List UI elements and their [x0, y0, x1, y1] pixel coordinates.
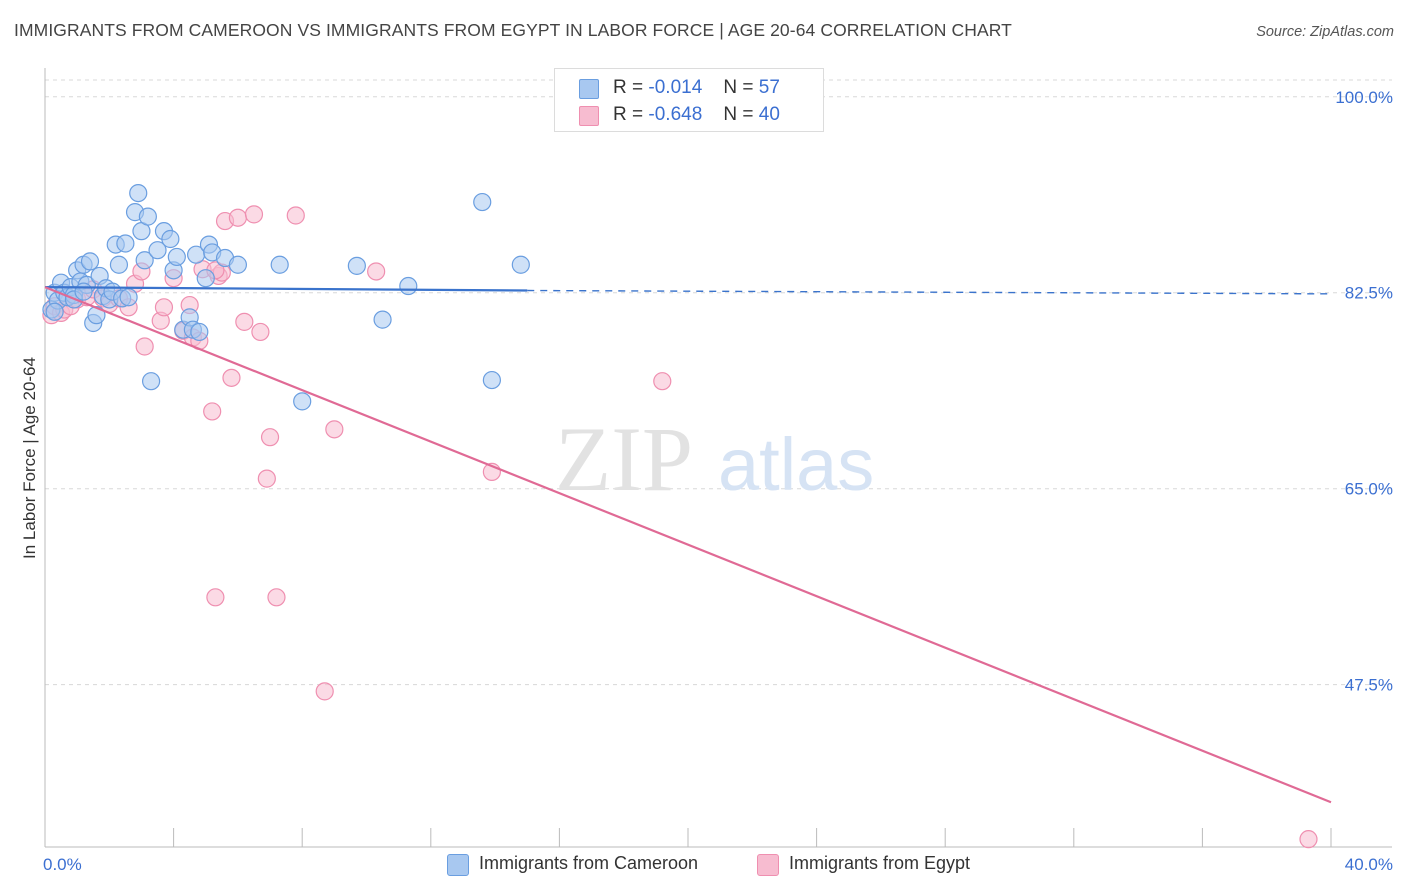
egypt-point: [206, 588, 225, 607]
egypt-point: [260, 428, 280, 447]
cameroon-point: [167, 247, 186, 267]
cameroon-point: [228, 255, 247, 274]
egypt-point: [244, 205, 264, 224]
cameroon-point: [109, 255, 129, 274]
y-tick-label: 82.5%: [1345, 284, 1393, 303]
egypt-points: [42, 205, 1318, 849]
cameroon-point: [141, 372, 161, 391]
egypt-point: [325, 420, 344, 439]
trend-lines: [44, 286, 1332, 804]
cameroon-point: [148, 241, 167, 260]
r-label: R =: [613, 104, 644, 125]
chart-title: IMMIGRANTS FROM CAMEROON VS IMMIGRANTS F…: [14, 20, 1012, 40]
cameroon-point: [293, 392, 312, 411]
cameroon-point: [190, 322, 209, 342]
cameroon-point: [45, 302, 64, 321]
cameroon-point: [399, 276, 418, 296]
egypt-point: [251, 322, 270, 342]
cameroon-trend-extension: [527, 289, 1332, 295]
tick-labels: 100.0% 82.5% 65.0% 47.5% 0.0% 40.0%: [43, 88, 1393, 874]
cameroon-point: [373, 310, 392, 329]
cameroon-point: [473, 192, 492, 212]
egypt-point: [1299, 830, 1318, 849]
n-value: 40: [758, 104, 780, 125]
legend-label-cameroon: Immigrants from Cameroon: [479, 853, 699, 873]
n-label: N =: [723, 77, 754, 98]
egypt-trend-line: [44, 286, 1332, 804]
watermark-zip: ZIP: [555, 408, 693, 510]
legend-text-egypt: R = -0.648 N = 40: [613, 104, 780, 126]
egypt-point: [154, 298, 174, 317]
legend-label-egypt: Immigrants from Egypt: [789, 853, 971, 873]
egypt-point: [286, 206, 305, 225]
cameroon-point: [161, 229, 180, 249]
y-tick-label: 47.5%: [1345, 676, 1393, 695]
cameroon-point: [135, 251, 154, 270]
cameroon-point: [270, 255, 289, 274]
cameroon-point: [116, 234, 135, 253]
egypt-point: [315, 682, 334, 701]
cameroon-legend-swatch: [447, 854, 469, 876]
source-note: Source: ZipAtlas.com: [1256, 24, 1394, 40]
cameroon-point: [138, 207, 157, 226]
egypt-point: [653, 372, 672, 391]
egypt-legend-swatch: [757, 854, 779, 876]
x-tick-label: 0.0%: [43, 855, 82, 874]
gridlines: [45, 79, 1392, 686]
egypt-point: [257, 469, 276, 488]
cameroon-swatch: [579, 79, 599, 99]
egypt-swatch: [579, 106, 599, 126]
egypt-point: [235, 312, 254, 331]
watermark-atlas: atlas: [718, 423, 874, 506]
cameroon-point: [347, 256, 366, 275]
axes: [44, 68, 1392, 848]
r-value: -0.014: [648, 77, 703, 98]
cameroon-points: [42, 183, 530, 411]
egypt-point: [267, 588, 286, 607]
cameroon-point: [80, 252, 100, 271]
correlation-legend: R = -0.014 N = 57 R = -0.648 N = 40: [554, 68, 824, 132]
r-value: -0.648: [648, 104, 703, 125]
y-tick-label: 100.0%: [1335, 88, 1393, 107]
egypt-point: [367, 262, 386, 281]
cameroon-point: [119, 288, 138, 307]
egypt-point: [135, 337, 154, 356]
cameroon-trend-line: [44, 286, 528, 292]
y-tick-label: 65.0%: [1345, 480, 1393, 499]
egypt-point: [203, 402, 222, 421]
egypt-point: [222, 368, 241, 387]
cameroon-point: [129, 183, 148, 203]
egypt-point: [228, 208, 247, 227]
cameroon-point: [196, 269, 215, 288]
n-label: N =: [723, 104, 754, 125]
cameroon-point: [511, 255, 530, 274]
r-label: R =: [613, 77, 644, 98]
legend-text-cameroon: R = -0.014 N = 57: [613, 77, 780, 99]
cameroon-point: [74, 282, 93, 301]
n-value: 57: [758, 77, 780, 98]
x-tick-label: 40.0%: [1345, 855, 1393, 874]
cameroon-point: [482, 370, 501, 390]
